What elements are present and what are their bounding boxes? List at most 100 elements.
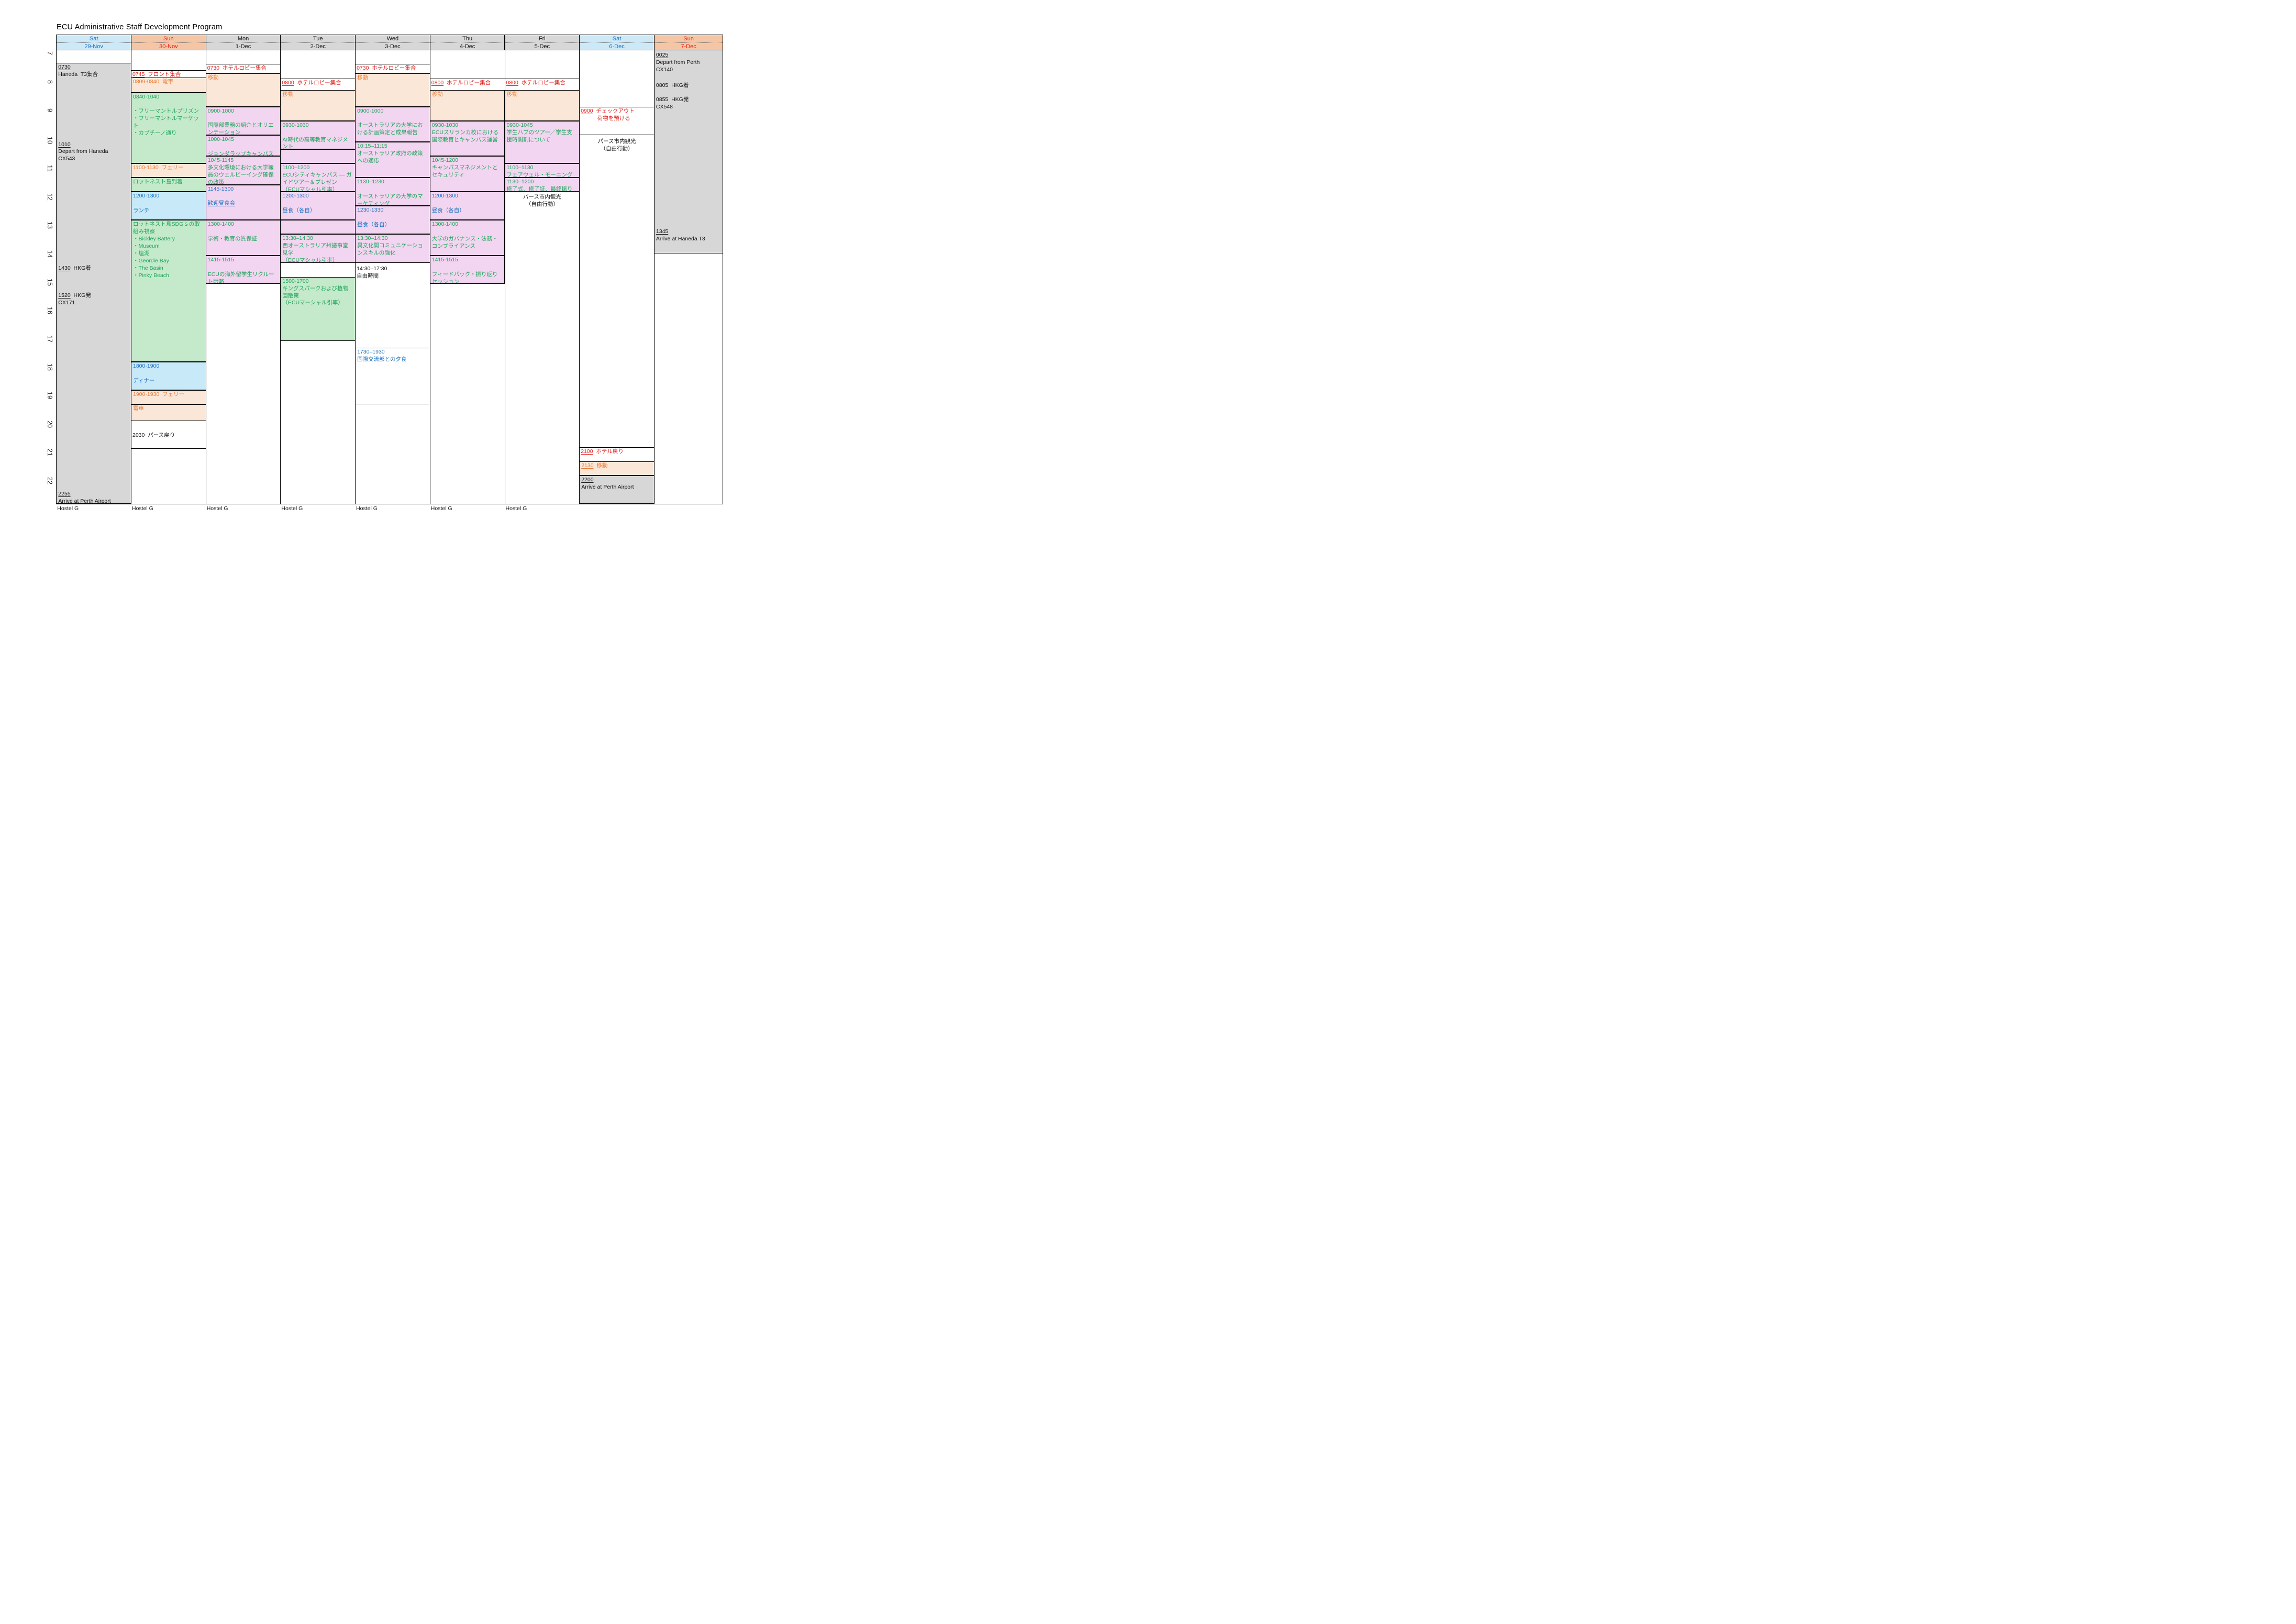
schedule-event[interactable]: 1300-1400 大学のガバナンス・法務・コンプライアンス [429, 220, 505, 256]
day-header-sat-6-dec[interactable]: Sat 6-Dec [579, 35, 655, 51]
event-text-line [432, 228, 503, 236]
event-text-line: CX140 [656, 66, 673, 73]
schedule-event[interactable] [280, 220, 356, 235]
hour-label-9: 9 [46, 108, 54, 112]
schedule-event[interactable]: 2200 Arrive at Perth Airport [579, 475, 655, 504]
schedule-event[interactable]: 1200-1300 ランチ [131, 192, 206, 220]
schedule-event[interactable]: 13:30–14:30 異文化間コミュニケーションスキルの強化 [355, 234, 430, 263]
schedule-event[interactable]: 0800 ホテルロビー集合 [504, 78, 580, 91]
event-text-line: ECUシティキャンパス ― ガイドツアー＆プレゼン [282, 171, 352, 185]
event-text-line: 0805 HKG着 [656, 82, 689, 89]
event-text-line: CX171 [58, 299, 75, 306]
schedule-event[interactable]: 1230-1330 昼食（各自） [355, 206, 430, 235]
event-text-line: 0800 ホテルロビー集合 [431, 79, 491, 86]
schedule-event[interactable]: 0930-1045 学生ハブのツアー／学生支援時間割について [504, 120, 580, 163]
event-text-group: 1345 Arrive at Haneda T3 [656, 228, 721, 243]
schedule-event[interactable]: 2100 ホテル戻り [579, 447, 655, 461]
event-text-group: 0730 Haneda T3集合 [58, 64, 129, 79]
schedule-event[interactable]: ロットネスト島SDGｓの取組み視察 ・Bickley Battery ・Museum… [131, 220, 206, 362]
schedule-event[interactable]: 1800-1900 ディナー [131, 362, 206, 391]
schedule-event[interactable]: 1100-1130 フェリー [131, 163, 206, 178]
schedule-event[interactable]: 1730–1930 国際交流部との夕食 [355, 348, 430, 405]
schedule-event[interactable]: 1415-1515 フィードバック・振り返りセッション [429, 256, 505, 284]
event-text-line: 1010 [58, 141, 71, 148]
schedule-event[interactable]: 0025 Depart from Perth CX140 0805 HKG着 0855 … [653, 50, 724, 253]
schedule-event[interactable]: 1000-1045 ジョンダラップキャンパスツアー [205, 135, 281, 157]
event-text-line: 1130–1230 [357, 179, 384, 185]
event-text-line: 1345 [656, 228, 669, 235]
schedule-event[interactable]: 移動 [205, 73, 281, 107]
schedule-event[interactable]: 2130 移動 [579, 461, 655, 476]
day-header-fri-5-dec[interactable]: Fri 5-Dec [504, 35, 580, 51]
schedule-event[interactable]: パース市内観光 （自由行動） [579, 138, 655, 160]
schedule-event[interactable]: 0809-0840 電車 [131, 77, 206, 93]
event-text-line: 1200-1300 [282, 193, 309, 200]
schedule-event[interactable]: 移動 [429, 90, 505, 121]
schedule-event[interactable]: 0900 チェックアウト 荷物を預ける [579, 106, 655, 135]
day-header-wed-3-dec[interactable]: Wed 3-Dec [355, 35, 430, 51]
event-text-line: 0900 チェックアウト [581, 107, 635, 114]
schedule-event[interactable]: 0730 ホテルロビー集合 [205, 64, 281, 73]
schedule-event[interactable]: 13:30–14:30 西オーストラリア州議事堂見学 （ECUマシャル引率） [280, 234, 356, 263]
schedule-event[interactable]: ロットネスト島到着 [131, 178, 206, 192]
schedule-event[interactable]: 1415-1515 ECUの海外留学生リクルート戦略 [205, 256, 281, 284]
event-text-line: パース市内観光 [597, 138, 636, 145]
event-text-line: 0930-1030 [431, 121, 459, 128]
schedule-event[interactable]: 0730 Haneda T3集合 1010 Depart from Haneda CX5… [56, 63, 131, 504]
schedule-event[interactable]: 1045-1200 キャンパスマネジメントとセキュリティ [429, 156, 505, 192]
hour-label-20: 20 [46, 420, 54, 428]
schedule-event[interactable]: 1045-1145多文化環境における大学職員のウェルビーイング確保の政策―オース… [205, 156, 281, 185]
event-text-line: ECUスリランカ校における国際教育とキャンパス運営 [431, 129, 498, 143]
schedule-event[interactable]: 1200-1300 昼食（各自） [280, 192, 356, 220]
day-name-label: Mon [206, 35, 281, 43]
schedule-event[interactable]: 1200-1300 昼食（各自） [429, 192, 505, 220]
schedule-event[interactable]: 1100–1200 ECUシティキャンパス ― ガイドツアー＆プレゼン （ECUマシ… [280, 163, 356, 192]
event-text-line [432, 200, 503, 207]
schedule-event[interactable]: 0730 ホテルロビー集合 [355, 64, 430, 73]
schedule-event[interactable]: 0930-1030 AI時代の高等教育マネジメント [280, 120, 356, 149]
day-header-thu-4-dec[interactable]: Thu 4-Dec [429, 35, 505, 51]
day-header-tue-2-dec[interactable]: Tue 2-Dec [280, 35, 356, 51]
schedule-event[interactable]: 1900-1930 フェリー [131, 390, 206, 405]
schedule-event[interactable]: 0800 ホテルロビー集合 [429, 78, 505, 91]
hour-label-19: 19 [46, 392, 54, 400]
schedule-event[interactable]: 0900-1000 国際部業務の紹介とオリエンテーション [205, 106, 281, 135]
schedule-event[interactable]: 移動 [280, 90, 356, 121]
event-text-line: ・Museum [133, 243, 160, 250]
event-text-line: 10:15–11:15 [357, 143, 387, 150]
day-name-label: Sun [654, 35, 723, 43]
schedule-event[interactable]: 2030 パース戻り [131, 432, 206, 446]
schedule-event[interactable]: 0800 ホテルロビー集合 [280, 78, 356, 91]
schedule-event[interactable]: 14:30–17:30 自由時間 [355, 265, 430, 288]
hour-label-22: 22 [46, 477, 54, 484]
schedule-event[interactable]: 0930-1030 ECUスリランカ校における国際教育とキャンパス運営 [429, 120, 505, 157]
schedule-event[interactable]: パース市内観光 （自由行動） [505, 193, 580, 216]
event-text-line: 1430 HKG着 [58, 265, 91, 272]
hour-label-10: 10 [46, 136, 54, 144]
schedule-event[interactable]: 0900-1000 オーストラリアの大学における計画策定と成果報告 [355, 106, 430, 142]
schedule-event[interactable]: 1130–1230 オーストラリアの大学のマーケティング [355, 178, 430, 206]
schedule-event[interactable]: 0840-1040 ・フリーマントルプリズン ・フリーマントルマーケット ・カプチー… [131, 92, 206, 163]
day-name-label: Wed [356, 35, 430, 43]
day-header-sun-30-nov[interactable]: Sun 30-Nov [131, 35, 206, 51]
schedule-event[interactable]: 電車 [131, 404, 206, 421]
schedule-event[interactable]: 10:15–11:15 オーストラリア政府の政策への適応 [355, 142, 430, 178]
day-header-mon-1-dec[interactable]: Mon 1-Dec [205, 35, 281, 51]
schedule-event[interactable]: 移動 [504, 90, 580, 121]
event-text-line [208, 264, 279, 271]
hour-label-7: 7 [46, 51, 54, 56]
schedule-event[interactable]: 1145-1300 歓迎昼食会 [205, 184, 281, 220]
schedule-event[interactable] [280, 149, 356, 163]
hour-label-21: 21 [46, 448, 54, 456]
event-text-line: 1045-1200 [431, 157, 459, 164]
schedule-event[interactable]: 移動 [355, 73, 430, 107]
day-header-sun-7-dec[interactable]: Sun 7-Dec [653, 35, 724, 51]
schedule-event[interactable]: 0745 フロント集合 [131, 70, 206, 78]
schedule-event[interactable]: 1300-1400 学術・教育の質保証 [205, 220, 281, 256]
day-header-sat-29-nov[interactable]: Sat 29-Nov [56, 35, 131, 51]
event-text-line [357, 214, 428, 222]
schedule-event[interactable]: 1500-1700 キングスパークおよび植物園散策 （ECUマーシャル引率） [280, 277, 356, 341]
event-text-line: AI時代の高等教育マネジメント [282, 136, 348, 149]
